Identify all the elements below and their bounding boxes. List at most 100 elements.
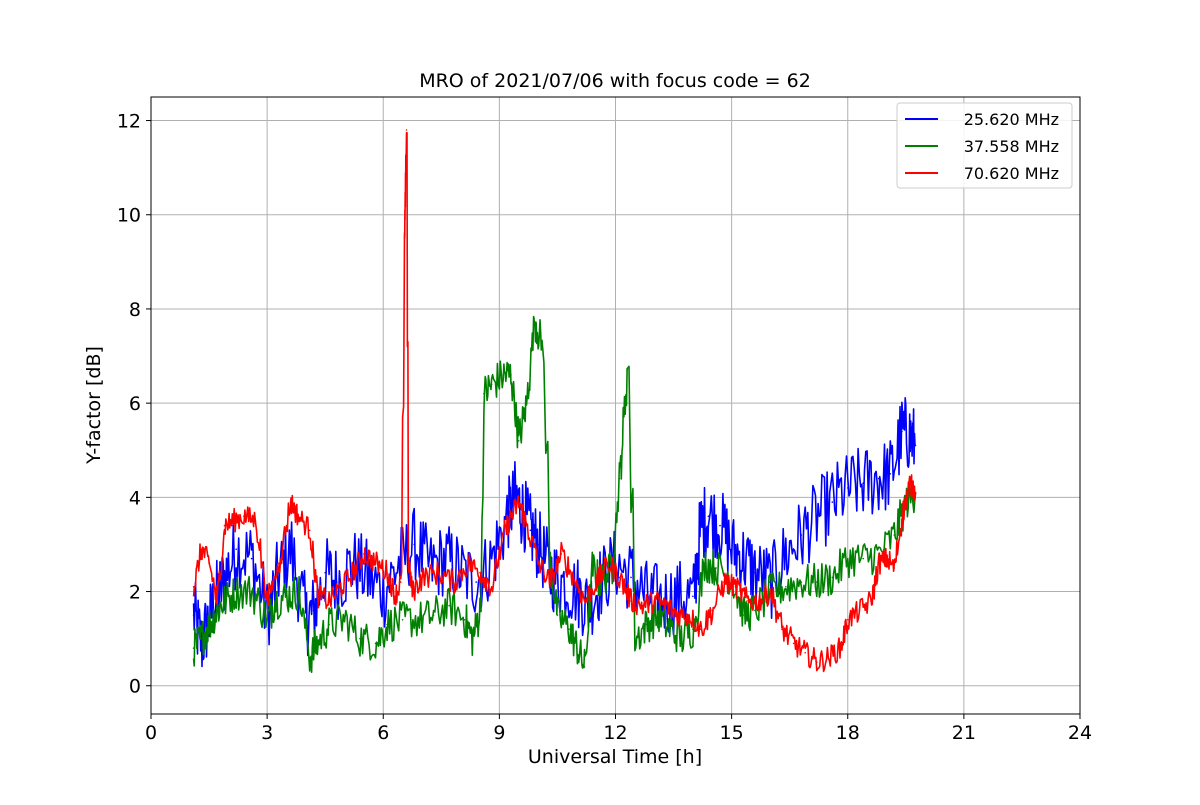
series-point-0	[847, 487, 849, 489]
series-point-0	[529, 529, 532, 532]
series-point-0	[707, 515, 710, 517]
series-point-0	[514, 496, 516, 499]
series-point-1	[525, 402, 528, 404]
series-point-1	[316, 642, 319, 645]
series-point-2	[734, 586, 737, 588]
series-point-1	[715, 567, 717, 569]
series-point-1	[831, 576, 834, 579]
y-tick-label: 2	[129, 582, 141, 604]
series-point-0	[877, 477, 880, 480]
series-point-0	[475, 581, 478, 583]
series-point-1	[634, 637, 636, 640]
y-axis-label: Y-factor [dB]	[83, 346, 105, 465]
series-point-1	[893, 534, 895, 536]
series-point-2	[827, 656, 830, 659]
series-point-0	[367, 576, 369, 579]
series-point-0	[785, 553, 787, 555]
series-point-1	[533, 317, 535, 320]
series-point-2	[490, 586, 493, 588]
series-point-1	[657, 614, 659, 616]
series-point-1	[250, 590, 253, 593]
series-point-2	[403, 237, 406, 240]
series-point-2	[363, 553, 365, 555]
series-point-2	[560, 553, 563, 555]
series-point-1	[800, 581, 803, 583]
series-point-1	[386, 623, 388, 626]
series-point-1	[548, 562, 551, 565]
series-point-2	[816, 661, 818, 663]
y-tick-label: 0	[129, 676, 141, 698]
chart-title: MRO of 2021/07/06 with focus code = 62	[419, 70, 811, 92]
series-point-2	[607, 562, 609, 565]
series-point-1	[618, 477, 621, 480]
series-point-1	[785, 586, 787, 588]
series-point-0	[901, 430, 903, 433]
series-point-0	[816, 515, 818, 517]
series-point-2	[394, 595, 396, 598]
series-point-1	[862, 557, 864, 560]
series-point-2	[804, 652, 806, 654]
series-point-2	[757, 600, 760, 602]
series-point-1	[401, 619, 404, 621]
y-tick-label: 6	[129, 393, 141, 415]
series-point-2	[479, 571, 481, 574]
series-point-2	[411, 590, 414, 593]
y-tick-label: 8	[129, 299, 141, 321]
series-point-2	[858, 609, 861, 612]
series-point-2	[877, 562, 880, 565]
series-point-2	[297, 515, 299, 517]
series-point-2	[502, 534, 505, 536]
series-point-2	[769, 590, 772, 593]
series-point-0	[397, 562, 400, 565]
series-point-2	[231, 520, 234, 522]
series-point-1	[556, 614, 559, 616]
series-point-2	[266, 600, 268, 602]
series-point-1	[645, 623, 648, 626]
series-point-2	[517, 501, 520, 503]
series-point-0	[742, 557, 744, 560]
series-point-0	[382, 590, 385, 593]
series-point-1	[483, 392, 485, 395]
series-point-1	[192, 647, 195, 649]
series-point-2	[839, 647, 841, 649]
series-point-0	[560, 581, 563, 583]
series-point-2	[711, 609, 714, 612]
x-tick-label: 6	[377, 722, 389, 744]
series-point-0	[250, 557, 253, 560]
x-tick-label: 12	[603, 722, 627, 744]
series-point-2	[407, 562, 410, 565]
series-point-1	[742, 614, 744, 616]
series-point-1	[680, 637, 683, 640]
series-point-2	[870, 600, 872, 602]
series-point-2	[572, 576, 574, 579]
series-point-2	[436, 571, 439, 574]
series-point-2	[653, 600, 655, 602]
series-point-2	[510, 515, 512, 517]
series-point-1	[668, 628, 671, 630]
x-tick-label: 18	[836, 722, 860, 744]
series-point-1	[285, 595, 288, 598]
x-tick-label: 3	[261, 722, 273, 744]
series-point-2	[595, 581, 597, 583]
series-point-0	[490, 557, 493, 560]
x-tick-label: 0	[145, 722, 157, 744]
series-point-0	[908, 435, 911, 437]
series-point-2	[223, 524, 226, 527]
series-point-2	[548, 581, 551, 583]
series-point-0	[914, 444, 917, 447]
series-point-2	[339, 586, 342, 588]
series-point-1	[274, 600, 276, 602]
series-point-0	[692, 595, 694, 598]
series-point-1	[308, 656, 311, 659]
series-point-0	[289, 548, 292, 550]
y-tick-label: 12	[117, 111, 141, 133]
series-point-1	[266, 619, 268, 621]
series-point-1	[216, 609, 218, 612]
series-point-1	[517, 440, 520, 442]
series-point-2	[243, 515, 245, 517]
series-point-1	[591, 567, 594, 569]
series-point-1	[200, 637, 203, 640]
series-point-1	[471, 637, 474, 640]
